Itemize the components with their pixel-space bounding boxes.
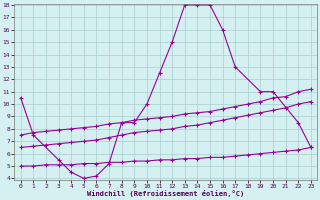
- X-axis label: Windchill (Refroidissement éolien,°C): Windchill (Refroidissement éolien,°C): [87, 190, 244, 197]
